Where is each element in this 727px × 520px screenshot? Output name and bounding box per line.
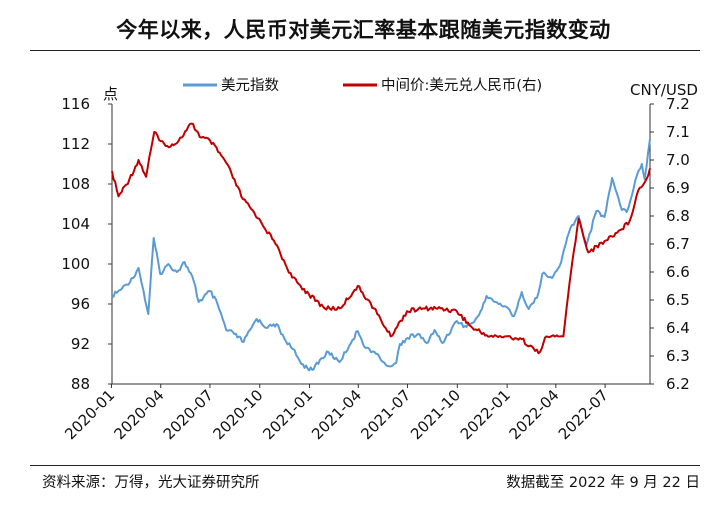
- series-line-cny-usd: [111, 122, 651, 355]
- x-tick-label: 2022-04: [506, 386, 563, 443]
- left-tick-label: 112: [61, 135, 90, 153]
- right-tick-label: 6.3: [666, 347, 690, 365]
- right-tick-label: 6.4: [666, 319, 690, 337]
- left-tick-label: 96: [71, 295, 90, 313]
- left-tick-label: 108: [61, 175, 90, 193]
- left-tick-label: 104: [61, 215, 90, 233]
- legend-label-usd-index: 美元指数: [221, 77, 279, 94]
- right-tick-label: 6.5: [666, 291, 690, 309]
- chart-ticks: 88 92 96 100 104 108 112 116 6.2 6.3 6.4 6.5 6.6 6.7 6…: [61, 95, 690, 443]
- x-tick-label: 2021-01: [259, 386, 316, 443]
- series-line-usd-index: [111, 138, 651, 372]
- right-tick-label: 6.2: [666, 375, 690, 393]
- right-axis-unit-label: CNY/USD: [630, 81, 698, 99]
- page-title: 今年以来，人民币对美元汇率基本跟随美元指数变动: [116, 18, 611, 42]
- data-cutoff-note: 数据截至 2022 年 9 月 22 日: [506, 475, 700, 491]
- chart-legend: 美元指数 中间价:美元兑人民币(右): [183, 77, 542, 94]
- x-tick-label: 2021-04: [308, 386, 365, 443]
- right-tick-label: 7.1: [666, 123, 690, 141]
- right-tick-label: 7.0: [666, 151, 690, 169]
- x-tick-label: 2020-10: [210, 386, 267, 443]
- x-tick-label: 2020-04: [110, 386, 167, 443]
- right-tick-label: 6.9: [666, 179, 690, 197]
- left-axis-unit-label: 点: [103, 85, 118, 103]
- x-tick-label: 2022-01: [457, 386, 514, 443]
- source-note: 资料来源：万得，光大证券研究所: [42, 475, 260, 491]
- left-tick-label: 116: [61, 95, 90, 113]
- x-tick-label: 2022-07: [555, 386, 612, 443]
- legend-label-cny-usd: 中间价:美元兑人民币(右): [381, 77, 542, 94]
- left-tick-label: 88: [71, 375, 90, 393]
- title-divider: [30, 50, 700, 51]
- chart: 点 CNY/USD 88 92 96 100 104 108 112 116 6.2 6.3 6.4 6…: [61, 77, 698, 443]
- left-tick-label: 100: [61, 255, 90, 273]
- right-tick-label: 6.7: [666, 235, 690, 253]
- footer-divider: [30, 465, 700, 466]
- chart-series: [111, 122, 651, 372]
- x-tick-label: 2021-07: [357, 386, 414, 443]
- right-tick-label: 6.6: [666, 263, 690, 281]
- x-tick-label: 2021-10: [407, 386, 464, 443]
- x-tick-label: 2020-07: [160, 386, 217, 443]
- right-tick-label: 6.8: [666, 207, 690, 225]
- chart-axes: 点 CNY/USD: [103, 81, 698, 385]
- right-tick-label: 7.2: [666, 95, 690, 113]
- x-tick-label: 2020-01: [61, 386, 118, 443]
- left-tick-label: 92: [71, 335, 90, 353]
